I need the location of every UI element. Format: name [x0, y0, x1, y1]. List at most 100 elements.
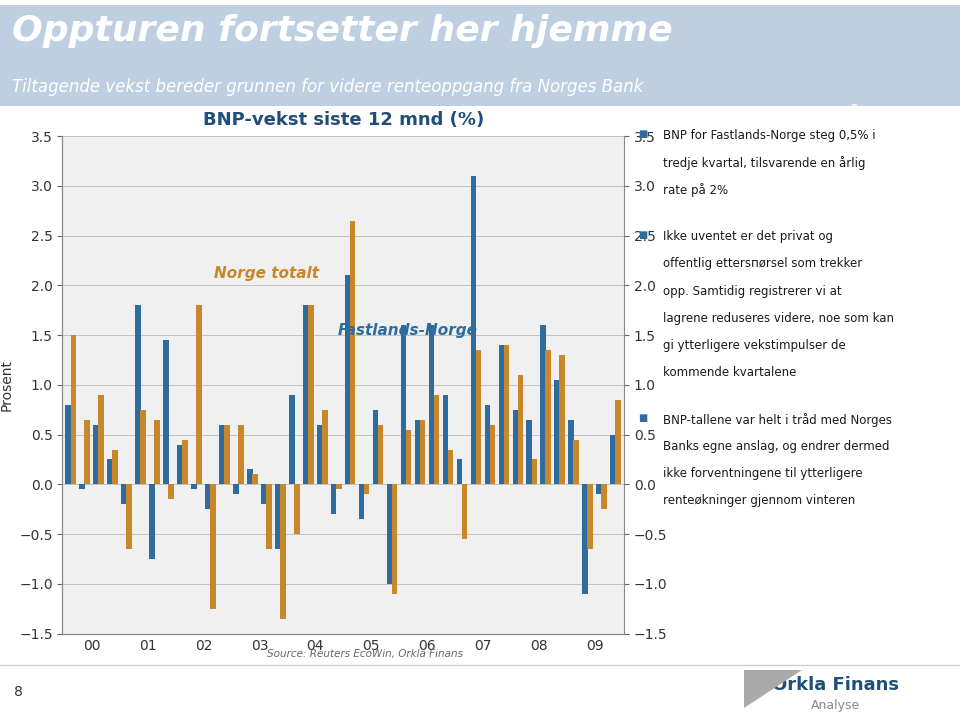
Bar	[322, 410, 327, 484]
Bar	[517, 375, 523, 484]
Bar	[526, 420, 532, 484]
Bar	[247, 470, 252, 484]
Bar	[225, 425, 229, 484]
Bar	[429, 325, 434, 484]
Bar	[108, 460, 113, 484]
Title: BNP-vekst siste 12 mnd (%): BNP-vekst siste 12 mnd (%)	[203, 111, 484, 129]
Bar	[266, 484, 272, 549]
Bar	[420, 420, 425, 484]
Text: ■: ■	[638, 230, 648, 240]
Bar	[112, 450, 118, 484]
Bar	[447, 450, 453, 484]
Bar	[345, 276, 350, 484]
Polygon shape	[744, 670, 802, 708]
Bar	[434, 395, 440, 484]
Bar	[532, 460, 537, 484]
Bar	[443, 395, 448, 484]
Text: 8: 8	[14, 684, 23, 699]
Bar	[349, 221, 355, 484]
Bar	[205, 484, 211, 509]
Bar	[191, 484, 197, 489]
Bar	[210, 484, 216, 609]
Bar	[457, 460, 462, 484]
Text: offentlig ettersпørsel som trekker: offentlig ettersпørsel som trekker	[663, 257, 862, 271]
Bar	[475, 350, 481, 484]
Bar	[331, 484, 337, 514]
Bar	[545, 350, 551, 484]
Text: Sammen-
fallende: Sammen- fallende	[851, 105, 901, 126]
Text: Tiltagende vekst bereder grunnen for videre renteoppgang fra Norges Bank: Tiltagende vekst bereder grunnen for vid…	[12, 77, 644, 95]
Bar	[150, 484, 155, 559]
Bar	[415, 420, 420, 484]
Bar	[560, 355, 565, 484]
Text: ikke forventningene til ytterligere: ikke forventningene til ytterligere	[663, 468, 863, 480]
Bar	[400, 325, 406, 484]
Bar	[178, 445, 182, 484]
Text: Oppturen fortsetter her hjemme: Oppturen fortsetter her hjemme	[12, 14, 673, 48]
Bar	[238, 425, 244, 484]
Y-axis label: Prosent: Prosent	[0, 359, 13, 411]
Bar	[70, 335, 76, 484]
Bar	[233, 484, 239, 494]
Bar	[308, 305, 314, 484]
Text: tredje kvartal, tilsvarende en årlig: tredje kvartal, tilsvarende en årlig	[663, 156, 866, 170]
Bar	[364, 484, 370, 494]
Bar	[490, 425, 495, 484]
Bar	[182, 440, 188, 484]
Bar	[252, 475, 257, 484]
Text: lagrene reduseres videre, noe som kan: lagrene reduseres videre, noe som kan	[663, 311, 894, 324]
Bar	[406, 430, 412, 484]
Bar	[596, 484, 602, 494]
Bar	[611, 435, 616, 484]
Bar	[387, 484, 393, 584]
Text: ■: ■	[638, 129, 648, 139]
Bar	[573, 440, 579, 484]
Bar	[583, 484, 588, 594]
Bar	[219, 425, 225, 484]
Bar	[280, 484, 286, 619]
Bar	[155, 420, 160, 484]
Bar	[196, 305, 202, 484]
Text: Fastlands-Norge: Fastlands-Norge	[338, 323, 477, 338]
Text: Source: Reuters EcoWin, Orkla Finans: Source: Reuters EcoWin, Orkla Finans	[267, 649, 463, 659]
Bar	[99, 395, 104, 484]
Bar	[540, 325, 546, 484]
Text: kommende kvartalene: kommende kvartalene	[663, 366, 797, 379]
Bar	[336, 484, 342, 489]
Text: BNP for Fastlands-Norge steg 0,5% i: BNP for Fastlands-Norge steg 0,5% i	[663, 129, 876, 142]
Bar	[261, 484, 267, 504]
Bar	[127, 484, 132, 549]
Bar	[303, 305, 308, 484]
Bar	[317, 425, 323, 484]
Text: opp. Samtidig registrerer vi at: opp. Samtidig registrerer vi at	[663, 284, 842, 298]
Bar	[275, 484, 280, 549]
Bar	[80, 484, 85, 489]
Bar	[378, 425, 383, 484]
Bar	[168, 484, 174, 499]
Bar	[555, 380, 560, 484]
Text: renteøkninger gjennom vinteren: renteøkninger gjennom vinteren	[663, 495, 855, 508]
Bar	[462, 484, 468, 539]
Bar	[588, 484, 593, 549]
Bar	[65, 405, 71, 484]
Bar	[294, 484, 300, 534]
Bar	[615, 400, 621, 484]
Bar	[163, 340, 169, 484]
Bar	[140, 410, 146, 484]
Bar	[513, 410, 518, 484]
Text: Norge totalt: Norge totalt	[214, 266, 319, 281]
Bar	[372, 410, 378, 484]
Bar	[568, 420, 574, 484]
Text: gi ytterligere vekstimpulser de: gi ytterligere vekstimpulser de	[663, 339, 846, 352]
Bar	[601, 484, 607, 509]
Bar	[498, 345, 504, 484]
Bar	[289, 395, 295, 484]
Bar	[359, 484, 365, 519]
Bar	[392, 484, 397, 594]
Text: ■: ■	[638, 413, 648, 423]
Text: 👇: 👇	[867, 128, 885, 158]
Text: BNP-tallene var helt i tråd med Norges: BNP-tallene var helt i tråd med Norges	[663, 413, 892, 427]
Bar	[135, 305, 141, 484]
Bar	[470, 176, 476, 484]
Text: Orkla Finans: Orkla Finans	[772, 676, 899, 694]
